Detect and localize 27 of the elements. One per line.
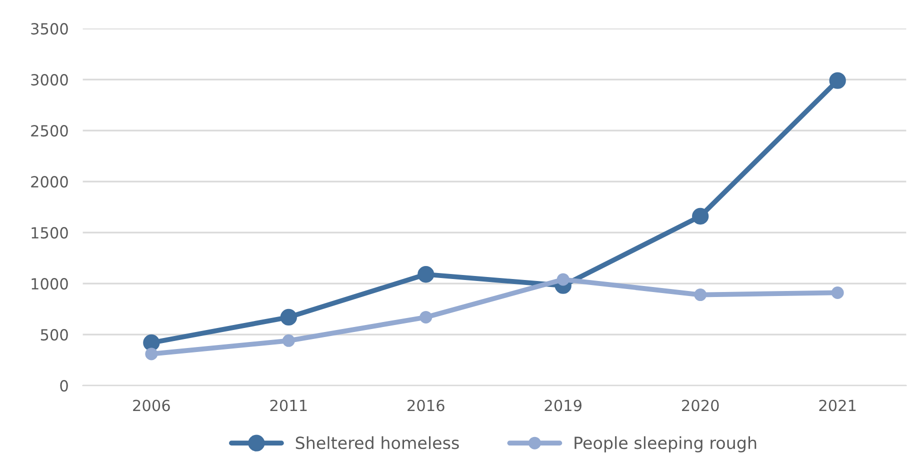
legend-label: Sheltered homeless — [296, 436, 459, 450]
point — [282, 334, 295, 347]
y-tick-label: 1000 — [32, 278, 68, 290]
legend-label: People sleeping rough — [574, 436, 756, 452]
point — [420, 310, 432, 324]
point — [831, 286, 844, 299]
point — [556, 273, 570, 286]
y-tick-label: 3500 — [31, 23, 68, 35]
x-tick-label: 2006 — [133, 400, 170, 412]
y-tick-label: 1500 — [32, 227, 68, 239]
x-tick-label: 2011 — [270, 400, 307, 412]
y-tick-label: 500 — [40, 329, 68, 341]
x-tick-label: 2016 — [408, 400, 444, 412]
x-tick-label: 2020 — [682, 400, 719, 412]
y-tick-label: 3000 — [31, 74, 68, 86]
point — [692, 208, 709, 225]
x-tick-label: 2021 — [819, 400, 856, 412]
x-tick-label: 2019 — [544, 400, 582, 412]
point — [143, 334, 160, 352]
point — [829, 72, 846, 89]
point — [145, 348, 158, 360]
y-tick-label: 0 — [60, 380, 68, 392]
point — [694, 288, 707, 302]
y-tick-label: 2500 — [31, 125, 68, 137]
point — [418, 266, 434, 283]
point — [280, 308, 297, 326]
y-tick-label: 2000 — [31, 176, 68, 188]
